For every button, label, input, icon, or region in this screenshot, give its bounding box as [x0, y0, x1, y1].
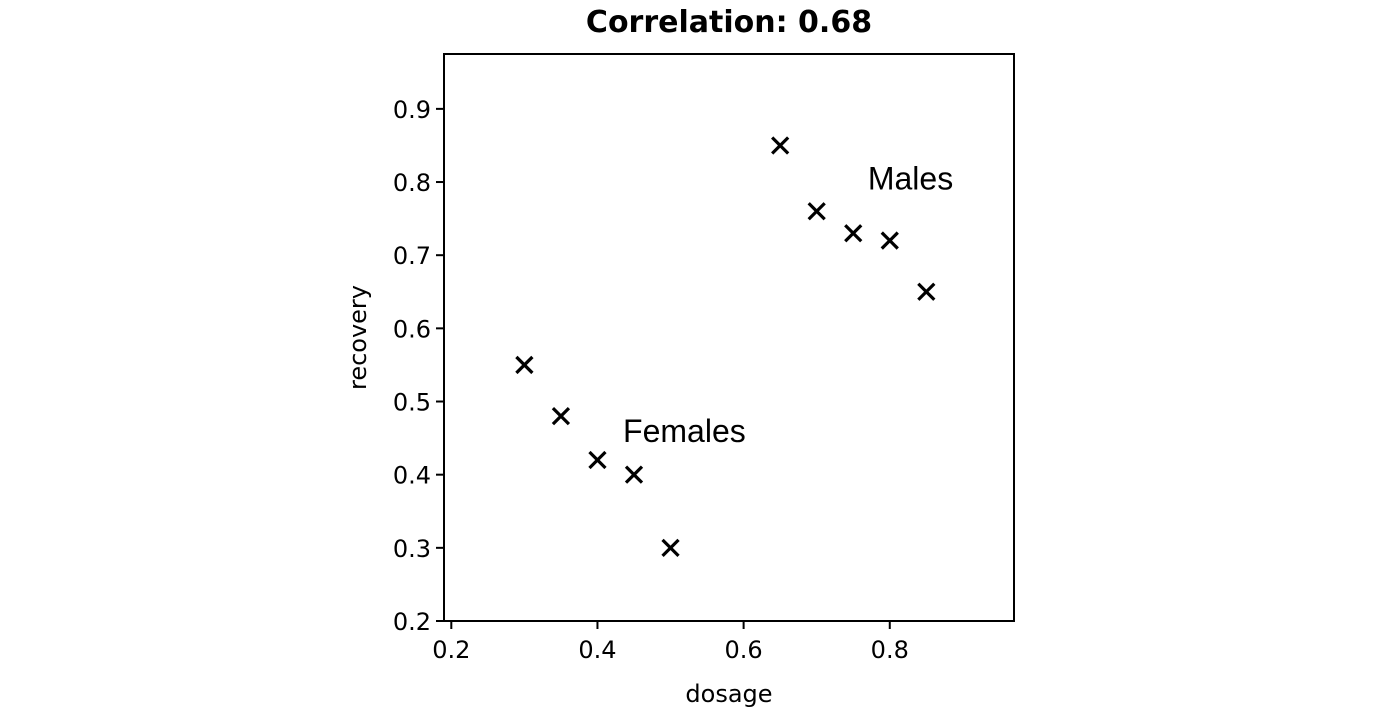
data-point: [880, 231, 899, 250]
data-point: [844, 224, 863, 243]
data-markers: [515, 136, 936, 557]
data-point: [624, 465, 644, 484]
x-tick-label: 0.2: [432, 636, 470, 664]
chart-annotations: Females Males: [623, 160, 953, 448]
x-tick-label: 0.6: [725, 636, 763, 664]
data-point: [807, 202, 826, 221]
data-point: [588, 450, 607, 470]
y-tick-label: 0.5: [393, 389, 431, 417]
x-tick-label: 0.8: [871, 636, 909, 664]
plot-frame: [443, 53, 1015, 622]
data-point: [771, 136, 790, 155]
y-tick-label: 0.6: [393, 315, 431, 343]
y-tick-label: 0.3: [393, 535, 431, 563]
x-tick-label: 0.4: [578, 636, 616, 664]
annotation-label: Males: [868, 160, 953, 196]
y-tick-label: 0.2: [393, 608, 431, 636]
chart-title: Correlation: 0.68: [586, 5, 872, 40]
x-axis-label: dosage: [685, 680, 772, 708]
data-point: [551, 407, 571, 426]
x-axis: 0.2 0.4 0.6 0.8: [432, 621, 909, 664]
y-tick-label: 0.8: [393, 169, 431, 197]
data-point: [917, 282, 936, 301]
y-axis-label: recovery: [344, 285, 372, 390]
y-tick-label: 0.9: [393, 96, 431, 124]
y-axis: 0.2 0.3 0.4 0.5 0.6 0.7 0.8 0.9: [393, 96, 444, 636]
annotation-label: Females: [623, 413, 746, 449]
data-point: [661, 538, 680, 557]
y-tick-label: 0.4: [393, 462, 431, 490]
data-point: [515, 355, 534, 375]
y-tick-label: 0.7: [393, 242, 431, 270]
